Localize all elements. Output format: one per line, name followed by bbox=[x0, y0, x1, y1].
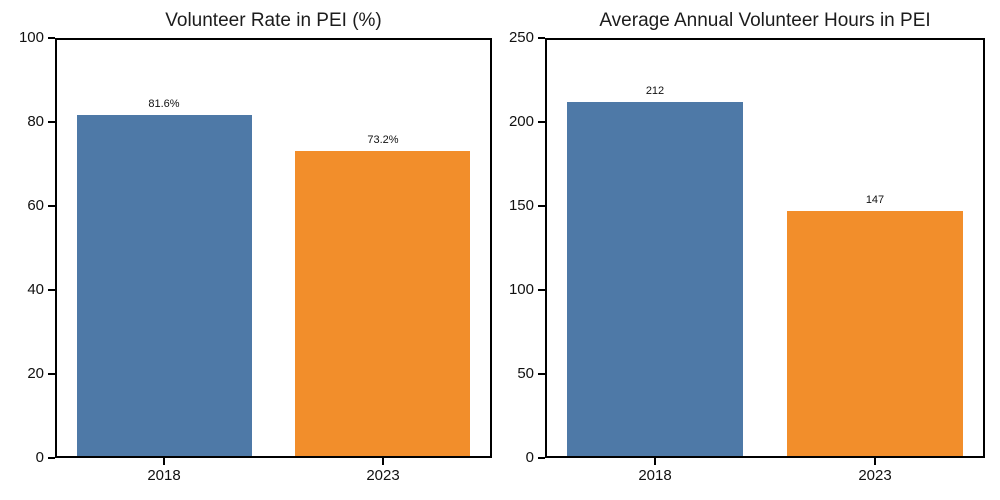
y-tick-mark bbox=[538, 37, 545, 39]
bar-value-label: 73.2% bbox=[367, 134, 399, 146]
x-tick-label: 2018 bbox=[638, 467, 672, 484]
bar-2018 bbox=[567, 102, 743, 458]
y-tick-label: 200 bbox=[508, 113, 534, 130]
y-tick-mark bbox=[48, 205, 55, 207]
bar-value-label: 147 bbox=[865, 194, 885, 206]
y-tick-mark bbox=[48, 373, 55, 375]
y-tick-label: 80 bbox=[27, 113, 44, 130]
y-tick-label: 150 bbox=[508, 197, 534, 214]
x-tick-label: 2023 bbox=[858, 467, 892, 484]
y-tick-label: 100 bbox=[18, 29, 44, 46]
x-tick-mark bbox=[163, 458, 165, 465]
chart-title-volunteer-rate: Volunteer Rate in PEI (%) bbox=[165, 10, 382, 31]
y-tick-label: 100 bbox=[508, 281, 534, 298]
y-tick-mark bbox=[538, 121, 545, 123]
x-tick-mark bbox=[654, 458, 656, 465]
y-tick-mark bbox=[538, 205, 545, 207]
bar-2018 bbox=[77, 115, 252, 458]
x-tick-mark bbox=[382, 458, 384, 465]
bar-value-label: 212 bbox=[645, 85, 665, 97]
y-tick-label: 50 bbox=[517, 365, 534, 382]
y-tick-mark bbox=[48, 289, 55, 291]
y-tick-mark bbox=[48, 457, 55, 459]
x-tick-label: 2023 bbox=[366, 467, 400, 484]
bar-2023 bbox=[295, 151, 470, 458]
y-tick-mark bbox=[538, 373, 545, 375]
y-tick-mark bbox=[538, 457, 545, 459]
y-tick-mark bbox=[48, 121, 55, 123]
x-tick-mark bbox=[874, 458, 876, 465]
bar-value-label: 81.6% bbox=[148, 98, 180, 110]
x-tick-label: 2018 bbox=[147, 467, 181, 484]
y-tick-label: 250 bbox=[508, 29, 534, 46]
y-tick-label: 20 bbox=[27, 365, 44, 382]
y-tick-label: 60 bbox=[27, 197, 44, 214]
y-tick-label: 0 bbox=[35, 449, 44, 466]
y-tick-label: 40 bbox=[27, 281, 44, 298]
y-tick-label: 0 bbox=[525, 449, 534, 466]
chart-title-volunteer-hours: Average Annual Volunteer Hours in PEI bbox=[599, 10, 931, 31]
bar-2023 bbox=[787, 211, 963, 458]
y-tick-mark bbox=[48, 37, 55, 39]
y-tick-mark bbox=[538, 289, 545, 291]
